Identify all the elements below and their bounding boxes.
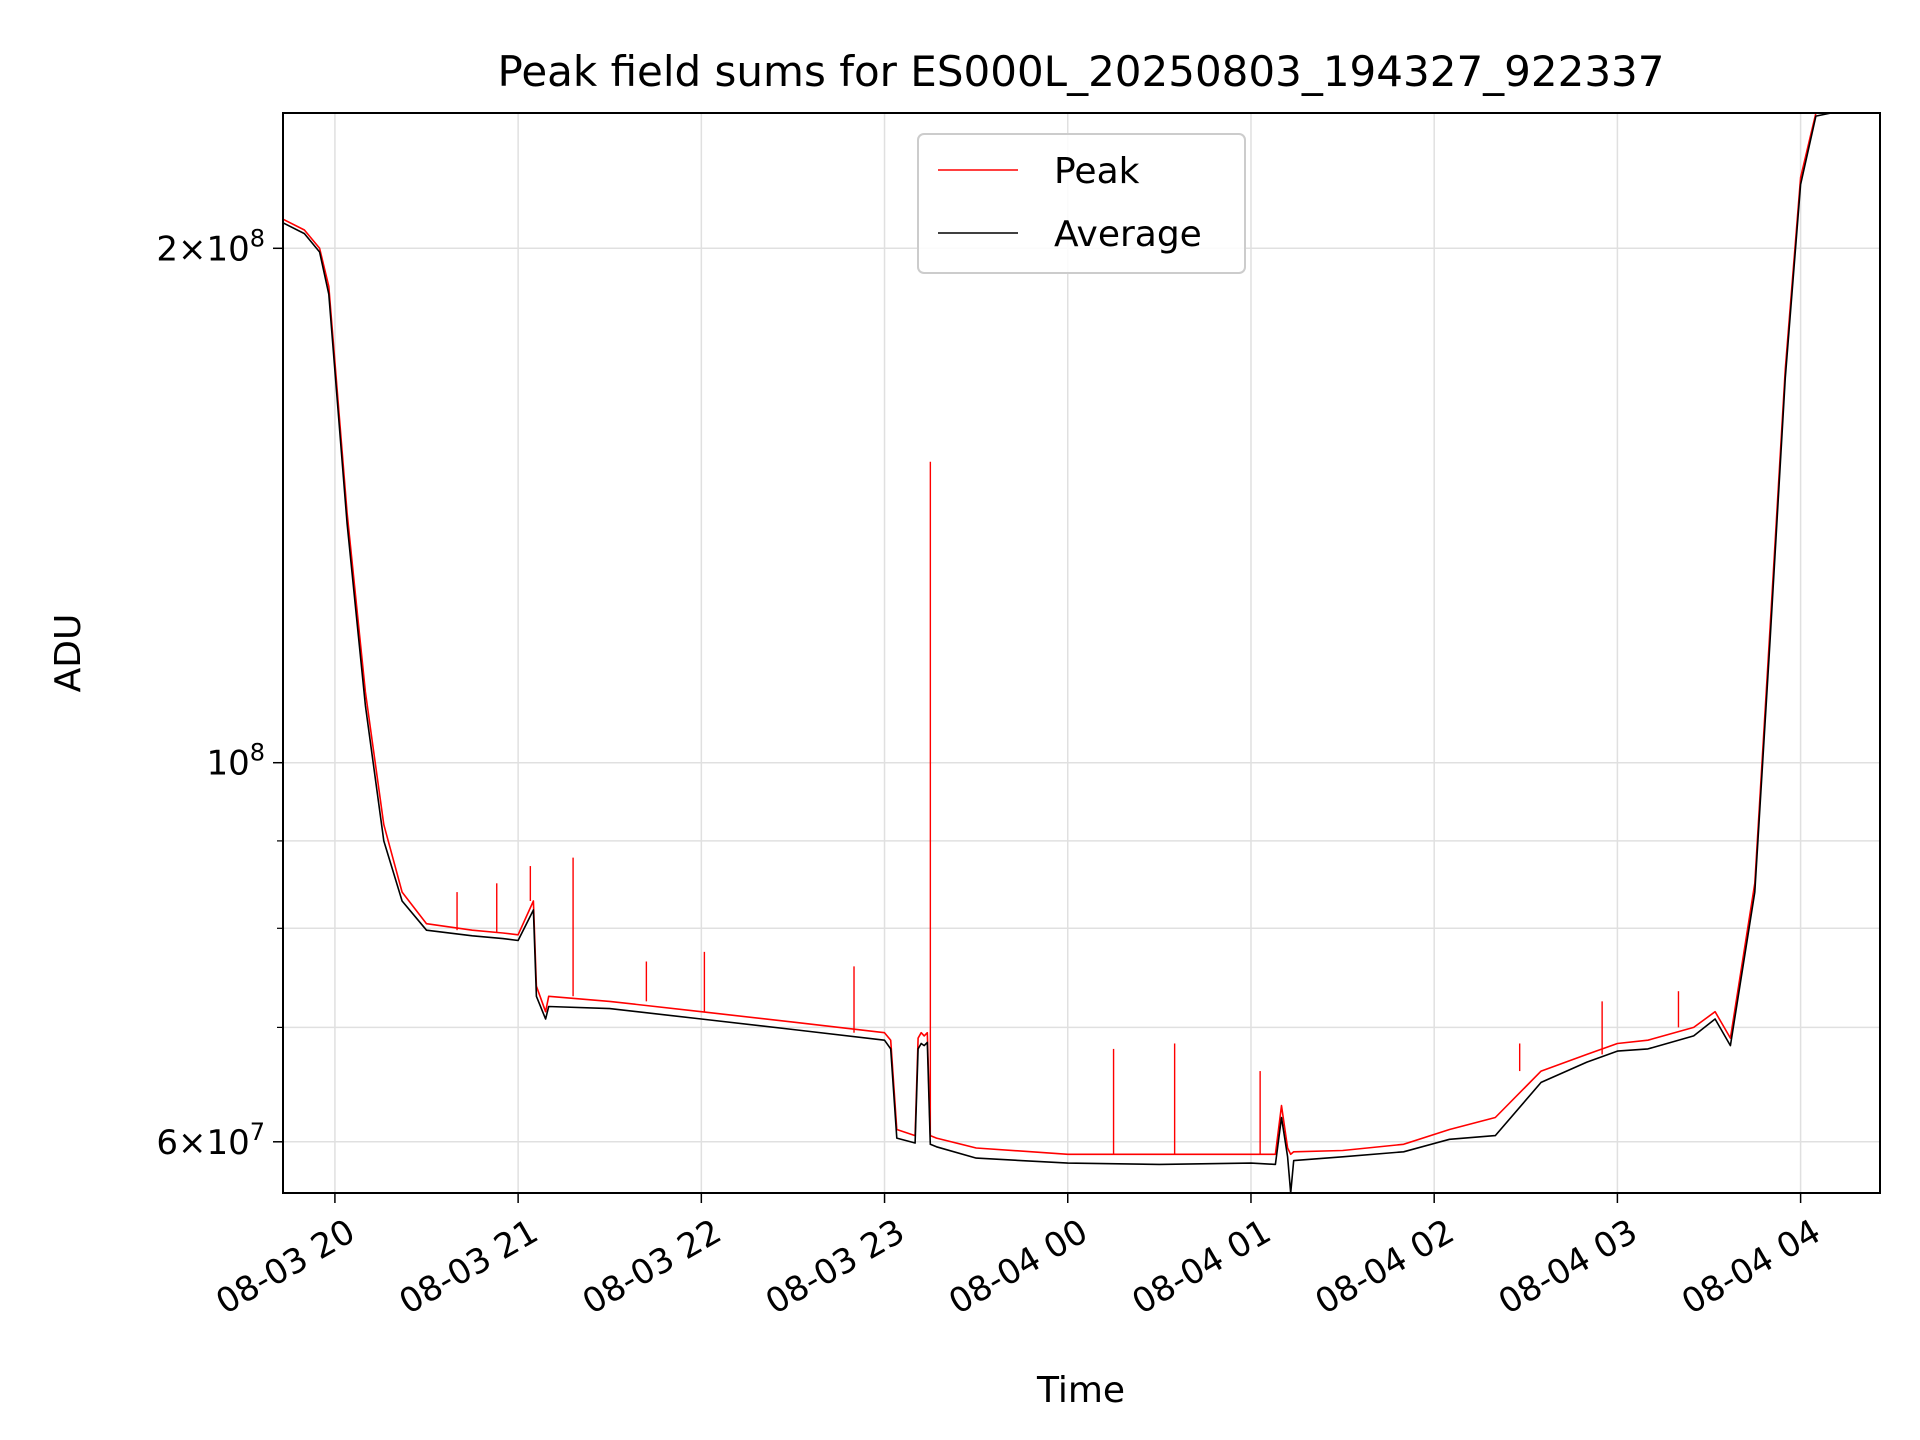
x-axis-label: Time: [1036, 1370, 1125, 1411]
chart-title: Peak field sums for ES000L_20250803_1943…: [498, 47, 1665, 96]
plot-series: [282, 112, 1880, 1194]
legend-label-peak: Peak: [1054, 151, 1140, 192]
legend-label-average: Average: [1054, 214, 1202, 255]
series-line-average: [282, 112, 1880, 1194]
y-tick-label: 2×108: [156, 224, 265, 269]
plot-frame: [282, 112, 1881, 1194]
y-tick-label: 6×107: [156, 1118, 265, 1163]
y-axis-label: ADU: [48, 614, 89, 693]
y-tick-label: 108: [206, 739, 265, 784]
legend-box: [917, 133, 1246, 274]
series-line-peak: [282, 112, 1880, 1156]
grid: [283, 113, 1880, 1193]
legend: Peak Average: [917, 133, 1246, 274]
